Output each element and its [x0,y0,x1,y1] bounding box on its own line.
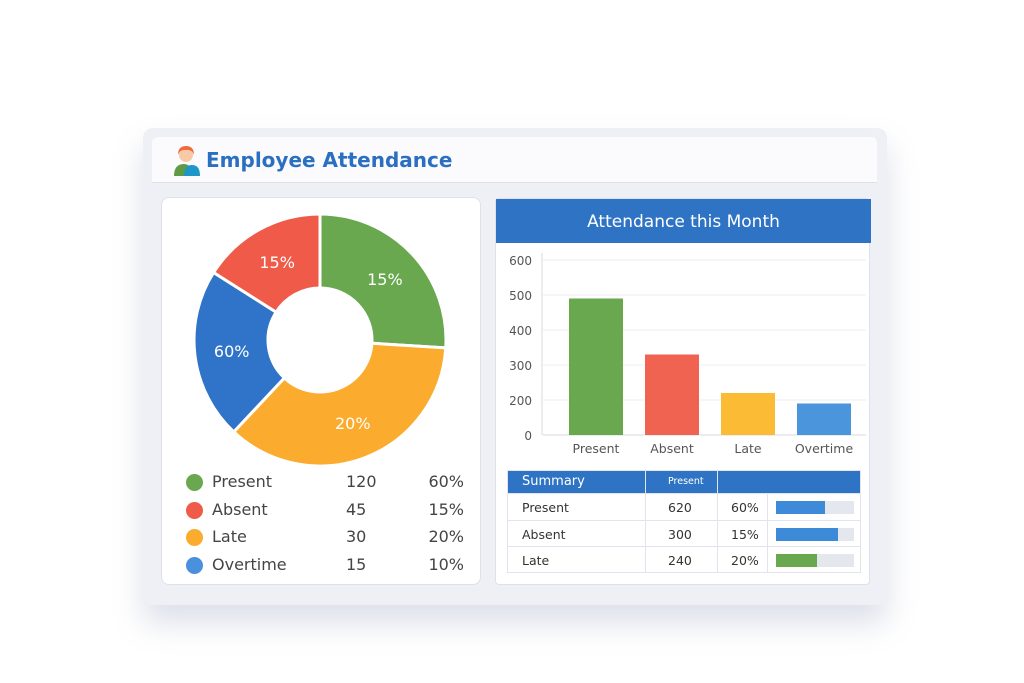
y-tick-label: 600 [509,254,532,268]
progress-bar [776,527,854,541]
legend-item: Overtime 15 10% [184,553,464,581]
legend-name: Present [212,472,273,491]
x-tick-label: Present [573,441,620,456]
y-tick-label: 500 [509,289,532,303]
legend-name: Late [212,527,247,546]
row-value: 240 [668,553,692,568]
legend-count: 45 [346,499,367,519]
slice-label: 15% [259,253,295,272]
summary-header: Summary Present [508,471,860,493]
row-name: Present [522,500,569,515]
table-row: Late 240 20% [508,546,860,573]
y-tick-label: 200 [509,394,532,408]
bar-absent [645,354,699,435]
legend-count: 15 [346,554,367,574]
row-value: 300 [668,526,692,542]
donut-panel: 15% 20% 60% 15% Present 120 60% Absent 45 15% Lat… [161,197,481,585]
y-tick-label: 400 [509,324,532,338]
bar-present [569,298,623,435]
donut-slice-absent [211,212,322,315]
y-tick-label: 0 [524,429,532,443]
bar-chart: 0 200 300 400 500 600 Present Absent Late Overtim… [509,253,866,456]
slice-label: 60% [214,342,250,361]
legend: Present 120 60% Absent 45 15% Late 30 20% Overtim… [184,470,464,580]
progress-bar [776,554,854,567]
legend-percent: 10% [428,554,464,574]
table-row: Present 620 60% [508,493,860,520]
page-title: Employee Attendance [206,148,453,172]
bar-overtime [797,403,851,435]
slice-label: 15% [367,270,403,289]
legend-percent: 20% [428,527,464,546]
legend-item: Present 120 60% [184,470,464,498]
legend-count: 30 [346,527,367,546]
chart-title: Attendance this Month [496,199,871,243]
legend-dot-icon [186,556,203,574]
progress-bar [776,501,854,514]
row-value: 620 [668,500,692,515]
donut-slice-overtime [192,270,287,434]
row-percent: 15% [731,526,759,542]
summary-table: Summary Present Present 620 60% Absent 300 15… [507,470,861,573]
bar-panel: Attendance this Month 0 200 300 400 500 600 Pr… [495,198,871,585]
bar-late [721,393,775,435]
legend-percent: 60% [428,472,464,491]
legend-item: Absent 45 15% [184,498,464,526]
x-tick-label: Overtime [795,441,854,456]
table-row: Absent 300 15% [508,519,860,547]
legend-name: Overtime [212,554,287,574]
legend-name: Absent [212,499,268,519]
row-name: Absent [522,526,566,542]
column-header: Present [668,476,704,487]
legend-item: Late 30 20% [184,525,464,553]
summary-title: Summary [522,474,585,489]
legend-dot-icon [186,529,203,546]
row-name: Late [522,553,550,568]
employee-avatar-icon [174,146,200,176]
legend-dot-icon [186,501,203,519]
donut-chart: 15% 20% 60% 15% [192,212,448,468]
legend-count: 120 [346,472,377,491]
y-tick-label: 300 [509,359,532,373]
slice-label: 20% [335,414,371,433]
legend-dot-icon [186,474,203,491]
x-tick-label: Late [734,441,762,456]
donut-slice-late [231,341,448,468]
row-percent: 60% [731,500,759,515]
header-bar: Employee Attendance [152,137,877,183]
legend-percent: 15% [428,499,464,519]
row-percent: 20% [731,553,759,568]
donut-slice-present [318,212,448,350]
x-tick-label: Absent [650,441,694,456]
